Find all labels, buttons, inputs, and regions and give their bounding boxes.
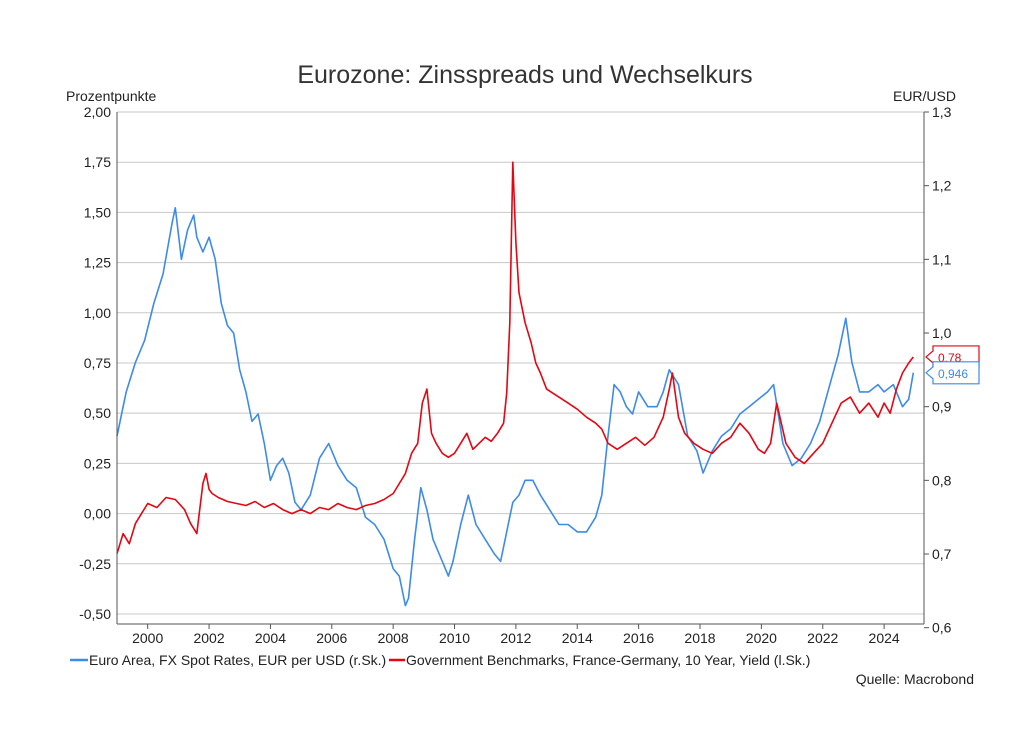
x-tick-label: 2014: [562, 630, 593, 646]
left-tick-label: 0,00: [84, 506, 111, 522]
end-value-labels: 0,780,946: [925, 345, 980, 385]
x-tick-label: 2000: [132, 630, 163, 646]
france-germany-spread-line: [116, 161, 914, 554]
value-box-text: 0,946: [938, 367, 968, 381]
eur-usd-line: [116, 207, 915, 607]
left-tick-label: 2,00: [84, 104, 111, 120]
left-tick-label: 0,50: [84, 405, 111, 421]
right-tick-label: 0,6: [932, 620, 952, 636]
x-tick-label: 2022: [807, 630, 838, 646]
right-axis-unit: EUR/USD: [893, 88, 956, 104]
series-layer: [116, 161, 915, 607]
legend-spread-label: Government Benchmarks, France-Germany, 1…: [406, 652, 810, 668]
right-tick-label: 1,1: [932, 251, 952, 267]
x-tick-label: 2002: [193, 630, 224, 646]
right-axis-ticks: 1,3 1,2 1,1 1,0 0,9 0,8 0,7 0,6: [924, 104, 952, 636]
x-tick-label: 2016: [623, 630, 654, 646]
legend: Euro Area, FX Spot Rates, EUR per USD (r…: [70, 652, 810, 668]
left-tick-label: 0,25: [84, 455, 111, 471]
grid-lines: [117, 111, 924, 615]
source-note: Quelle: Macrobond: [856, 671, 974, 687]
chart-title: Eurozone: Zinsspreads und Wechselkurs: [297, 61, 752, 89]
left-tick-label: -0,25: [79, 556, 111, 572]
left-tick-label: -0,50: [79, 606, 111, 622]
right-tick-label: 0,8: [932, 472, 952, 488]
x-tick-label: 2024: [869, 630, 900, 646]
axes: [116, 112, 925, 625]
right-tick-label: 1,3: [932, 104, 952, 120]
left-tick-label: 1,25: [84, 255, 111, 271]
right-tick-label: 1,2: [932, 178, 952, 194]
legend-fx-label: Euro Area, FX Spot Rates, EUR per USD (r…: [89, 652, 386, 668]
left-axis-unit: Prozentpunkte: [66, 88, 156, 104]
x-tick-label: 2012: [500, 630, 531, 646]
x-tick-label: 2008: [378, 630, 409, 646]
left-axis-ticks: 2,00 1,75 1,50 1,25 1,00 0,75 0,50 0,25 0,00 -0,2…: [79, 104, 111, 622]
right-tick-label: 0,9: [932, 399, 952, 415]
left-tick-label: 1,00: [84, 305, 111, 321]
left-tick-label: 1,50: [84, 204, 111, 220]
value-box: [925, 361, 980, 385]
x-tick-label: 2018: [684, 630, 715, 646]
right-tick-label: 0,7: [932, 546, 952, 562]
right-tick-label: 1,0: [932, 325, 952, 341]
left-tick-label: 1,75: [84, 154, 111, 170]
x-tick-label: 2004: [255, 630, 286, 646]
fx-last-value: 0,946: [925, 361, 980, 385]
left-tick-label: 0,75: [84, 355, 111, 371]
x-tick-label: 2010: [439, 630, 470, 646]
x-tick-label: 2020: [746, 630, 777, 646]
x-tick-label: 2006: [316, 630, 347, 646]
x-axis-ticks: 2000 2002 2004 2006 2008 2010 2012 2014 2016 2018…: [132, 624, 900, 646]
